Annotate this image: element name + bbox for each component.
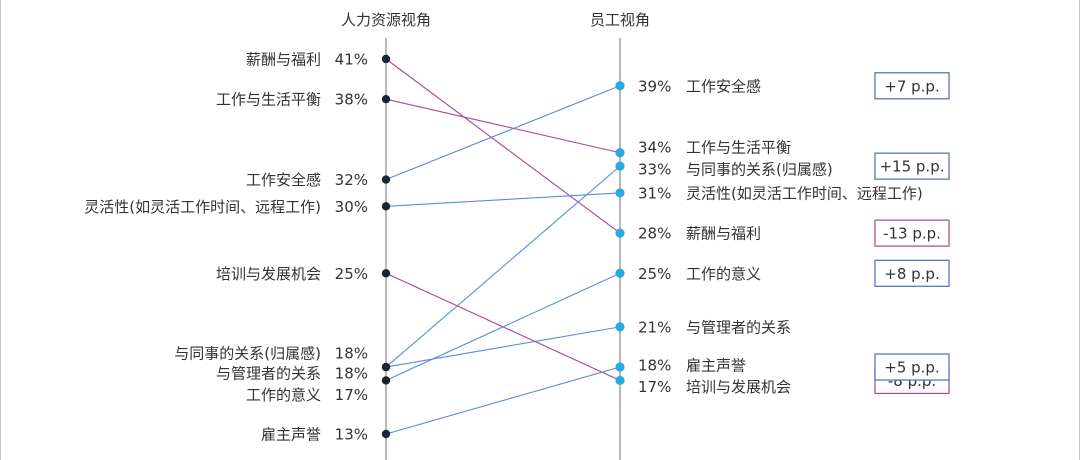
difference-badge: [874, 259, 950, 287]
left-category-label: 薪酬与福利: [246, 51, 321, 69]
right-data-point: [615, 268, 625, 278]
right-data-point: [615, 362, 625, 372]
left-border: [0, 0, 1, 460]
right-column-header: 员工视角: [590, 11, 650, 29]
left-data-point: [381, 54, 391, 64]
right-data-point: [615, 228, 625, 238]
difference-label: +7 p.p.: [884, 77, 939, 95]
difference-label: +8 p.p.: [884, 265, 939, 283]
right-data-point: [615, 322, 625, 332]
left-value-label: 32%: [335, 171, 368, 189]
difference-badges: -13 p.p.+7 p.p.-8 p.p.+15 p.p.+8 p.p.+5 …: [874, 72, 950, 395]
right-category-label: 与同事的关系(归属感): [686, 161, 833, 179]
right-data-point: [615, 188, 625, 198]
right-category-label: 培训与发展机会: [686, 378, 791, 396]
left-category-label: 工作安全感: [246, 171, 321, 189]
difference-badge: [874, 219, 950, 247]
right-category-label: 灵活性(如灵活工作时间、远程工作): [686, 184, 923, 202]
left-value-label: 17%: [335, 386, 368, 404]
left-data-point: [381, 175, 391, 184]
left-data-point: [381, 376, 391, 385]
left-data-point: [381, 429, 391, 439]
left-category-label: 培训与发展机会: [216, 265, 321, 283]
right-category-label: 工作与生活平衡: [686, 138, 791, 156]
right-category-label: 与管理者的关系: [686, 318, 791, 336]
right-category-label: 薪酬与福利: [686, 225, 761, 243]
left-value-label: 38%: [335, 91, 368, 109]
right-value-label: 28%: [638, 225, 671, 243]
right-value-label: 31%: [638, 184, 671, 202]
left-data-point: [381, 94, 391, 104]
left-category-label: 与同事的关系(归属感): [174, 345, 321, 363]
difference-label: +15 p.p.: [879, 158, 944, 176]
slope-line: [385, 165, 621, 368]
left-value-label: 13%: [335, 426, 368, 444]
data-labels: 41% 薪酬与福利 28% 薪酬与福利 38% 工作与生活平衡 34% 工作与生活平衡 32% 工…: [84, 51, 922, 444]
right-value-label: 25%: [638, 265, 671, 283]
left-category-label: 与管理者的关系: [216, 365, 321, 383]
left-category-label: 工作的意义: [246, 386, 321, 404]
left-value-label: 18%: [335, 365, 368, 383]
slope-line: [385, 58, 621, 234]
difference-label: +5 p.p.: [884, 359, 939, 377]
left-column-header: 人力资源视角: [341, 11, 431, 29]
slope-line: [385, 326, 621, 368]
left-data-point: [381, 269, 391, 278]
left-value-label: 25%: [335, 265, 368, 283]
right-value-label: 33%: [638, 161, 671, 179]
data-points: [381, 54, 625, 439]
right-value-label: 34%: [638, 138, 671, 156]
slope-line: [385, 85, 621, 181]
slope-line: [385, 366, 621, 435]
right-category-label: 工作的意义: [686, 265, 761, 283]
slope-line: [385, 192, 621, 207]
difference-badge: [874, 152, 950, 180]
slope-line: [385, 272, 621, 381]
difference-badge: [874, 353, 950, 381]
right-category-label: 工作安全感: [686, 77, 761, 95]
right-value-label: 17%: [638, 378, 671, 396]
difference-badge: [874, 72, 950, 100]
right-value-label: 39%: [638, 77, 671, 95]
right-data-point: [615, 161, 625, 171]
left-category-label: 灵活性(如灵活工作时间、远程工作): [84, 198, 321, 216]
left-value-label: 41%: [335, 51, 368, 69]
right-value-label: 21%: [638, 318, 671, 336]
right-data-point: [615, 375, 625, 386]
left-value-label: 30%: [335, 198, 368, 216]
left-category-label: 工作与生活平衡: [216, 91, 321, 109]
left-value-label: 18%: [335, 345, 368, 363]
difference-label: -13 p.p.: [883, 225, 941, 243]
right-category-label: 雇主声誉: [686, 357, 746, 375]
left-category-label: 雇主声誉: [261, 426, 321, 444]
right-value-label: 18%: [638, 357, 671, 375]
right-data-point: [615, 81, 625, 91]
right-data-point: [615, 148, 625, 158]
left-data-point: [381, 362, 391, 372]
slope-line: [385, 98, 621, 154]
slope-lines: [385, 58, 621, 435]
left-data-point: [381, 202, 391, 211]
